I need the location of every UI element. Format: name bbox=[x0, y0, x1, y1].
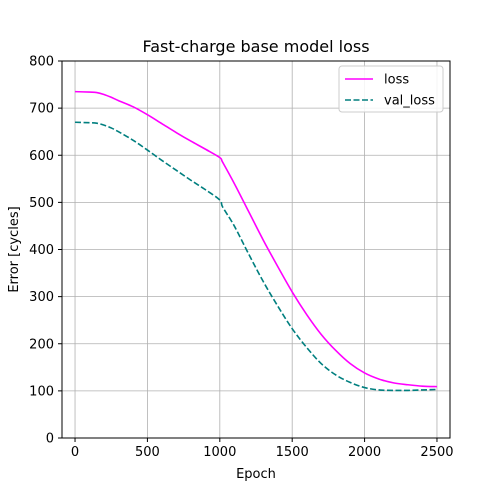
series-line-loss bbox=[75, 90, 437, 388]
series-line-val-loss bbox=[75, 121, 437, 392]
x-tick-label: 1000 bbox=[203, 445, 236, 460]
y-tick-label: 100 bbox=[29, 384, 54, 399]
x-tick-label: 2000 bbox=[348, 445, 381, 460]
series-layer bbox=[75, 90, 437, 392]
legend-label: loss bbox=[384, 73, 409, 88]
y-tick-label: 300 bbox=[29, 290, 54, 305]
x-axis-label: Epoch bbox=[236, 467, 276, 482]
y-tick-label: 800 bbox=[29, 55, 54, 70]
x-tick-label: 500 bbox=[135, 445, 160, 460]
x-tick-label: 2500 bbox=[420, 445, 453, 460]
chart-title: Fast-charge base model loss bbox=[142, 37, 369, 56]
y-tick-label: 500 bbox=[29, 196, 54, 211]
y-tick-label: 600 bbox=[29, 149, 54, 164]
legend: loss val_loss bbox=[338, 65, 444, 113]
y-tick-label: 0 bbox=[46, 432, 54, 447]
y-tick-label: 700 bbox=[29, 102, 54, 117]
y-tick-label: 400 bbox=[29, 243, 54, 258]
x-tick-label: 0 bbox=[71, 445, 79, 460]
x-tick-label: 1500 bbox=[276, 445, 309, 460]
y-axis-label: Error [cycles] bbox=[7, 206, 22, 292]
legend-label: val_loss bbox=[384, 94, 435, 109]
y-tick-label: 200 bbox=[29, 337, 54, 352]
ticks: 0 500 1000 1500 2000 2500 0 100 200 300 400 500 600 7… bbox=[29, 55, 453, 461]
